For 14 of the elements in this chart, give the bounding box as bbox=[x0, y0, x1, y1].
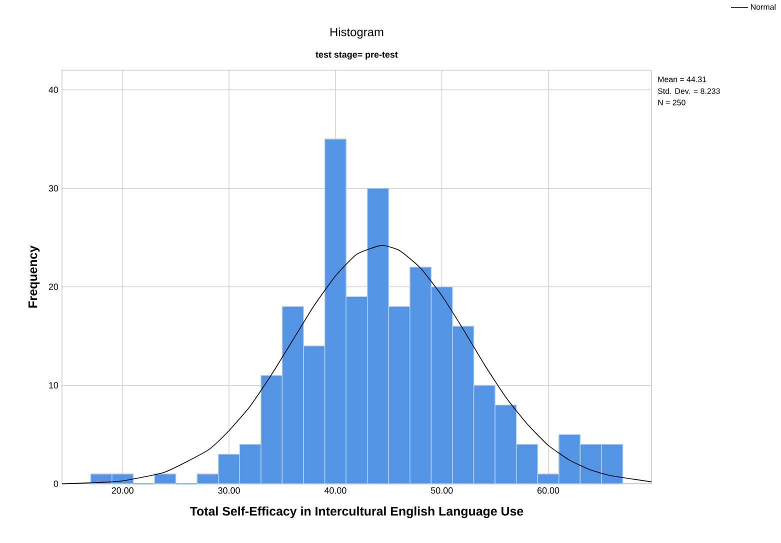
x-tick-label: 20.00 bbox=[112, 487, 134, 494]
chart-title: Histogram bbox=[330, 28, 384, 39]
y-tick-label: 40 bbox=[48, 86, 58, 94]
x-tick-label: 30.00 bbox=[218, 487, 240, 494]
chart-subtitle: test stage= pre-test bbox=[316, 52, 398, 60]
x-tick-label: 50.00 bbox=[431, 487, 453, 494]
y-tick-label: 30 bbox=[48, 185, 58, 192]
y-tick-label: 0 bbox=[54, 480, 58, 488]
y-tick-label: 10 bbox=[49, 382, 58, 389]
x-tick-label: 60.00 bbox=[538, 487, 560, 494]
y-tick-label: 20 bbox=[48, 284, 58, 290]
x-axis-title: Total Self-Efficacy in Intercultural English Language Use bbox=[190, 506, 524, 518]
x-tick-label: 40.00 bbox=[324, 487, 346, 494]
y-axis-title: Frequency bbox=[28, 246, 40, 308]
